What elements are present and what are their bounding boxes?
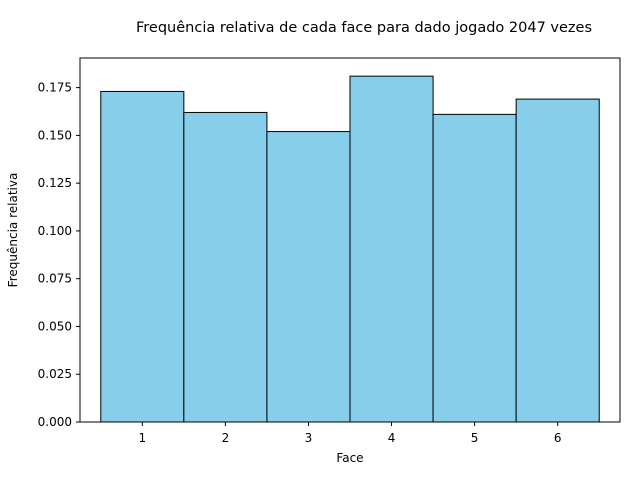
x-tick-label: 1: [138, 431, 146, 445]
x-tick-label: 2: [222, 431, 230, 445]
x-tick-label: 5: [471, 431, 479, 445]
plot-area: 1 2 3 4 5 6 0.000 0.025 0.050 0.075 0.100 0.125 0.15…: [38, 57, 621, 445]
bar-face-6: [515, 98, 600, 423]
y-tick-label: 0.025: [38, 367, 72, 381]
y-tick-label: 0.175: [38, 81, 72, 95]
bar-face-5: [432, 113, 517, 423]
y-tick-label: 0.075: [38, 272, 72, 286]
bar-face-3: [266, 131, 351, 423]
y-tick-label: 0.050: [38, 319, 72, 333]
y-tick-label: 0.000: [38, 415, 72, 429]
x-tick-label: 3: [305, 431, 313, 445]
bar-face-2: [183, 111, 268, 423]
y-tick-label: 0.125: [38, 176, 72, 190]
y-tick-label: 0.150: [38, 128, 72, 142]
x-tick-label: 6: [554, 431, 562, 445]
x-tick-label: 4: [388, 431, 396, 445]
y-axis-label: Frequência relativa: [6, 173, 20, 288]
bar-face-1: [100, 90, 185, 423]
y-tick-label: 0.100: [38, 224, 72, 238]
plot-frame: [79, 57, 621, 423]
bar-face-4: [349, 75, 434, 423]
x-axis-label: Face: [336, 451, 363, 465]
chart-title: Frequência relativa de cada face para da…: [136, 20, 592, 36]
